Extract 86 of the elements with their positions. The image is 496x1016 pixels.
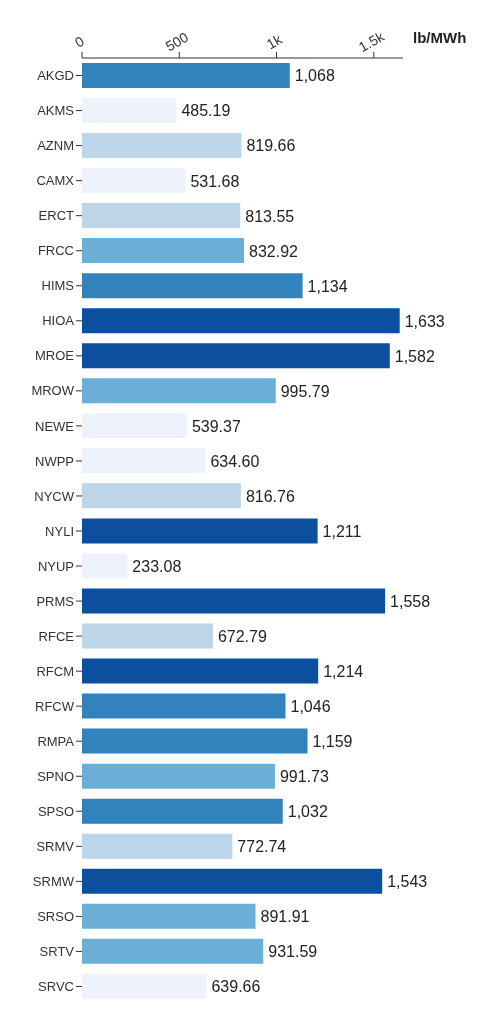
bar — [82, 518, 318, 544]
y-tick-label: NEWE — [35, 418, 75, 434]
y-tick-label: AKMS — [37, 103, 75, 119]
y-tick-label: PRMS — [36, 593, 75, 609]
bar — [82, 658, 319, 684]
bar — [82, 132, 242, 158]
bar — [82, 448, 206, 474]
bar — [82, 833, 233, 859]
data-label: 1,558 — [390, 592, 431, 610]
data-label: 995.79 — [280, 382, 330, 400]
y-tick-label: SRTV — [39, 944, 75, 960]
bar — [82, 413, 187, 439]
bar — [82, 798, 283, 824]
y-tick-label: HIOA — [42, 313, 75, 329]
y-tick-label: SRSO — [37, 909, 74, 925]
bar — [82, 308, 400, 334]
bar — [82, 168, 186, 194]
data-label: 991.73 — [279, 768, 329, 786]
bar — [82, 483, 241, 509]
bar — [82, 623, 213, 649]
data-label: 634.60 — [210, 452, 260, 470]
bar — [82, 343, 390, 369]
y-tick-label: CAMX — [36, 173, 75, 189]
y-tick-label: MROE — [35, 348, 75, 364]
y-tick-label: MROW — [31, 383, 75, 399]
y-tick-label: RFCW — [35, 698, 75, 714]
bar — [82, 62, 290, 88]
bar — [82, 553, 128, 579]
y-tick-label: RFCM — [36, 663, 74, 679]
data-label: 531.68 — [190, 172, 240, 190]
y-tick-label: SRVC — [38, 979, 74, 995]
data-label: 1,032 — [287, 803, 328, 821]
data-label: 639.66 — [211, 978, 261, 996]
data-label: 1,068 — [294, 67, 335, 85]
y-tick-label: RFCE — [38, 628, 75, 644]
y-tick-label: NWPP — [35, 453, 74, 469]
x-axis-title: lb/MWh — [413, 29, 467, 47]
bar — [82, 238, 245, 264]
y-tick-label: SRMV — [36, 838, 75, 854]
data-label: 1,134 — [307, 277, 348, 295]
data-label: 672.79 — [217, 628, 267, 645]
bar — [82, 763, 275, 789]
y-tick-label: NYUP — [37, 558, 74, 574]
bar — [82, 588, 386, 614]
bar — [82, 273, 303, 299]
bar — [82, 203, 241, 229]
bar — [82, 728, 308, 754]
y-tick-label: SRMW — [32, 873, 75, 889]
bar — [82, 378, 276, 404]
x-tick-label: 1k — [263, 30, 286, 53]
data-label: 819.66 — [246, 137, 296, 155]
data-label: 1,211 — [322, 522, 362, 540]
data-label: 816.76 — [245, 487, 295, 505]
data-label: 233.08 — [132, 557, 182, 575]
y-tick-label: ERCT — [38, 208, 75, 224]
data-label: 891.91 — [260, 908, 310, 926]
x-tick-label: 0 — [72, 32, 88, 51]
y-tick-label: SPSO — [37, 803, 74, 819]
y-tick-label: NYCW — [34, 488, 75, 504]
y-tick-label: SPNO — [37, 768, 74, 784]
y-tick-label: AZNM — [37, 138, 74, 154]
data-label: 539.37 — [191, 417, 241, 435]
data-label: 772.74 — [237, 838, 287, 856]
bar — [82, 938, 264, 964]
x-tick-label: 500 — [162, 28, 192, 55]
y-tick-label: RMPA — [37, 733, 75, 749]
bar — [82, 903, 256, 929]
data-label: 1,633 — [404, 312, 445, 330]
data-label: 1,582 — [394, 347, 435, 365]
data-label: 1,046 — [290, 698, 331, 716]
data-label: 485.19 — [181, 102, 231, 120]
y-tick-label: HIMS — [41, 278, 75, 294]
bar — [82, 973, 207, 999]
bar — [82, 868, 383, 894]
data-label: 1,214 — [323, 663, 364, 681]
data-label: 832.92 — [249, 242, 299, 260]
bar — [82, 97, 177, 123]
y-tick-label: AKGD — [37, 68, 74, 84]
data-label: 813.55 — [245, 207, 295, 225]
data-label: 931.59 — [268, 943, 318, 961]
bar — [82, 693, 286, 719]
y-tick-label: NYLI — [45, 523, 74, 539]
data-label: 1,543 — [387, 873, 428, 891]
x-tick-label: 1.5k — [355, 27, 388, 56]
data-label: 1,159 — [312, 733, 353, 751]
y-tick-label: FRCC — [37, 243, 74, 259]
